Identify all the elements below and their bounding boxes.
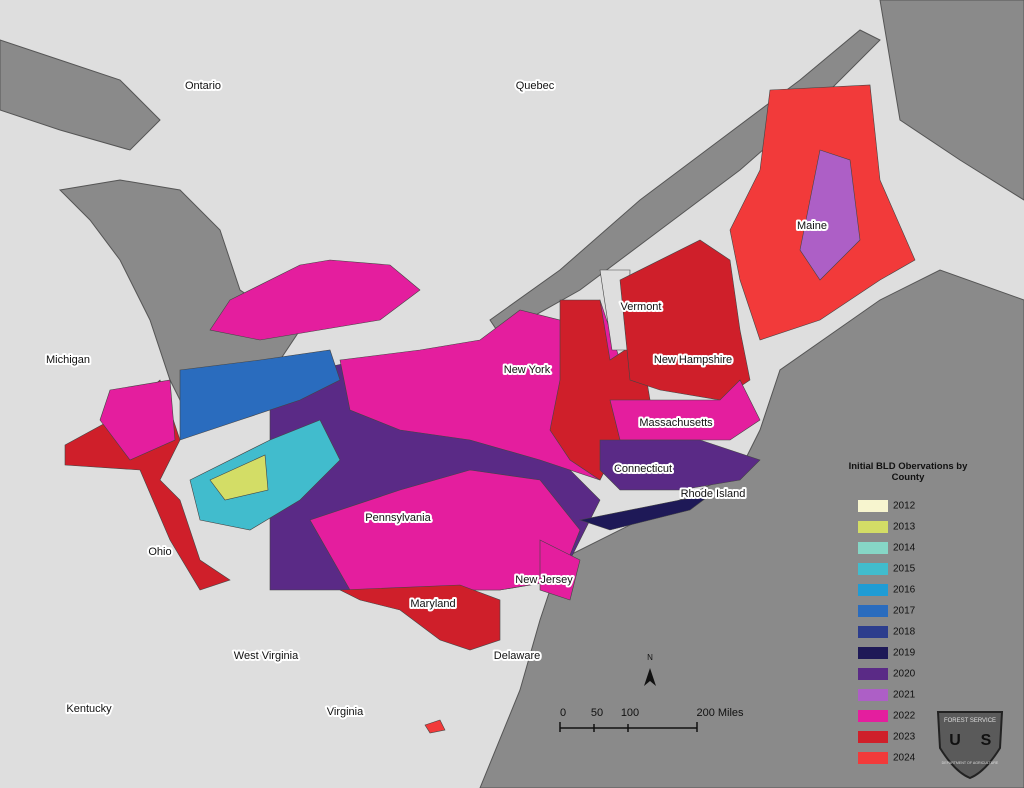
legend-label: 2015 — [893, 564, 916, 575]
legend-label: 2019 — [893, 648, 916, 659]
logo-bottom: DEPARTMENT OF AGRICULTURE — [942, 761, 999, 765]
region-label: Delaware — [494, 650, 540, 662]
scale-label: 200 Miles — [696, 707, 744, 719]
north-arrow — [644, 668, 656, 686]
legend-swatch — [858, 752, 888, 764]
scale-label: 100 — [621, 707, 639, 719]
region-label: Michigan — [46, 354, 90, 366]
region-label: Ontario — [185, 80, 221, 92]
counties — [64, 84, 916, 734]
region-label: Ohio — [148, 546, 171, 558]
region-label: New Hampshire — [654, 354, 732, 366]
logo-letter: S — [981, 732, 992, 749]
legend-swatch — [858, 500, 888, 512]
region-label: Maryland — [410, 598, 455, 610]
region-label: New York — [504, 364, 551, 376]
legend-title: County — [892, 472, 925, 483]
scale-label: 0 — [560, 707, 566, 719]
legend-swatch — [858, 668, 888, 680]
legend-swatch — [858, 605, 888, 617]
scale-label: 50 — [591, 707, 603, 719]
region-label: Rhode Island — [681, 488, 746, 500]
region-label: Vermont — [621, 301, 662, 313]
legend-label: 2013 — [893, 522, 916, 533]
legend-label: 2018 — [893, 627, 916, 638]
region-label: Virginia — [327, 706, 364, 718]
legend-swatch — [858, 689, 888, 701]
legend-swatch — [858, 542, 888, 554]
legend-swatch — [858, 710, 888, 722]
legend-swatch — [858, 521, 888, 533]
logo-letter: U — [949, 732, 961, 749]
legend-label: 2012 — [893, 501, 916, 512]
legend-swatch — [858, 584, 888, 596]
region-label: Connecticut — [614, 463, 672, 475]
logo: FOREST SERVICE U S DEPARTMENT OF AGRICUL… — [936, 711, 1004, 780]
legend-label: 2022 — [893, 711, 916, 722]
legend-label: 2017 — [893, 606, 916, 617]
legend-swatch — [858, 626, 888, 638]
region-label: Massachusetts — [639, 417, 713, 429]
region-label: Pennsylvania — [365, 512, 431, 524]
legend-label: 2014 — [893, 543, 916, 554]
scale-bar — [559, 722, 698, 732]
legend-label: 2024 — [893, 753, 916, 764]
legend-title: Initial BLD Obervations by — [849, 461, 968, 472]
region-label: West Virginia — [234, 650, 299, 662]
region-label: Kentucky — [66, 703, 112, 715]
legend-label: 2021 — [893, 690, 916, 701]
legend-swatch — [858, 563, 888, 575]
legend-label: 2020 — [893, 669, 916, 680]
region-label: Maine — [797, 220, 827, 232]
north-label: N — [647, 653, 653, 662]
legend-label: 2016 — [893, 585, 916, 596]
region-label: Quebec — [516, 80, 555, 92]
legend-label: 2023 — [893, 732, 916, 743]
region-label: New Jersey — [515, 574, 573, 586]
logo-top: FOREST SERVICE — [944, 718, 996, 724]
legend-swatch — [858, 731, 888, 743]
legend-swatch — [858, 647, 888, 659]
